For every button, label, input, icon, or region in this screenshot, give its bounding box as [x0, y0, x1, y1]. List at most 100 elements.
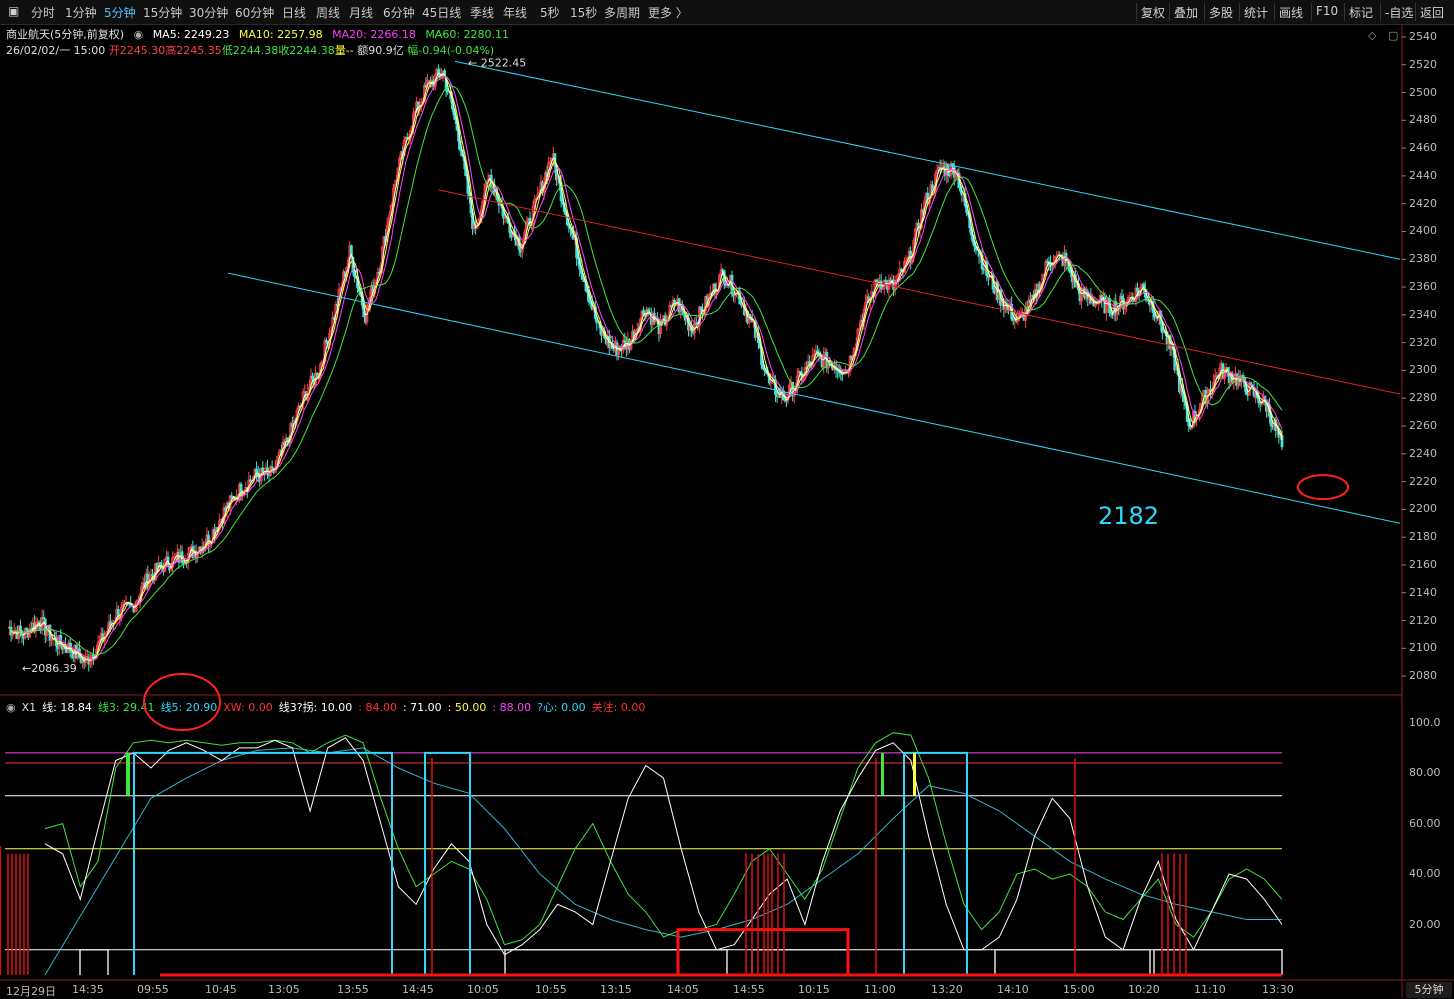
toolbar-separator	[1344, 3, 1345, 21]
candle-body	[261, 467, 265, 473]
layout-icon[interactable]: ▣	[8, 4, 20, 18]
price-tick-19: 2160	[1409, 557, 1437, 571]
toolbar-button-8[interactable]: 返回	[1420, 6, 1445, 20]
ma20-value: MA20: 2266.18	[332, 28, 416, 41]
ma5-line	[7, 72, 1283, 662]
candle-body	[118, 615, 122, 620]
price-tick-2: 2500	[1409, 85, 1437, 99]
candle-body	[1004, 303, 1007, 310]
time-tick-14: 13:20	[931, 983, 963, 996]
toolbar-button-0[interactable]: 复权	[1141, 6, 1166, 20]
period-tab-12[interactable]: 年线	[503, 6, 528, 20]
indicator-value-6: : 71.00	[402, 701, 442, 714]
toolbar-separator	[1239, 3, 1240, 21]
time-tick-1: 14:35	[72, 983, 104, 996]
toolbar-separator	[1204, 3, 1205, 21]
channel-upper-line	[454, 60, 1401, 260]
candle-body	[207, 534, 210, 546]
candle-body	[1227, 371, 1231, 383]
candle-body	[1011, 318, 1015, 322]
indicator-value-9: ?心: 0.00	[537, 701, 586, 714]
price-tick-9: 2360	[1409, 280, 1437, 294]
diamond-icon[interactable]: ◇	[1368, 29, 1377, 42]
period-tab-7[interactable]: 周线	[316, 6, 341, 20]
candle-body	[325, 340, 328, 343]
yellow-signal-bar	[913, 752, 916, 796]
period-tab-16[interactable]: 更多 〉	[648, 6, 688, 20]
indicator-settings-icon[interactable]: ◉	[6, 701, 16, 714]
period-tab-8[interactable]: 月线	[349, 6, 374, 20]
ma60-line	[7, 85, 1283, 656]
highlight-circle	[143, 673, 221, 731]
time-tick-19: 13:30	[1262, 983, 1294, 996]
period-tab-14[interactable]: 15秒	[570, 6, 598, 20]
period-tab-13[interactable]: 5秒	[540, 6, 560, 20]
candle-body	[707, 294, 711, 306]
candle-body	[168, 566, 171, 571]
toolbar-button-2[interactable]: 多股	[1209, 6, 1234, 20]
period-tab-1[interactable]: 1分钟	[65, 6, 97, 20]
price-tick-0: 2540	[1409, 29, 1437, 43]
price-tick-17: 2200	[1409, 502, 1437, 516]
period-tab-2[interactable]: 5分钟	[104, 6, 136, 20]
candle-body	[311, 375, 314, 380]
period-badge[interactable]: 5分钟	[1406, 982, 1452, 998]
channel-middle-line	[437, 189, 1401, 395]
candle-body	[1120, 295, 1124, 300]
candle-body	[699, 306, 703, 311]
toolbar-button-4[interactable]: 画线	[1279, 6, 1304, 20]
price-tick-8: 2380	[1409, 252, 1437, 266]
candle-body	[151, 574, 154, 577]
toolbar-separator	[1169, 3, 1170, 21]
green-signal-bar	[881, 752, 884, 796]
period-tab-0[interactable]: 分时	[31, 6, 56, 20]
period-tab-11[interactable]: 季线	[470, 6, 495, 20]
indicator-value-10: 关注: 0.00	[591, 701, 646, 714]
toolbar-button-7[interactable]: -自选	[1385, 6, 1414, 20]
green-signal-bar	[126, 752, 130, 796]
period-tab-10[interactable]: 45日线	[422, 6, 462, 20]
toolbar-button-5[interactable]: F10	[1316, 4, 1339, 18]
toolbar-button-3[interactable]: 统计	[1244, 6, 1269, 20]
toolbar-button-6[interactable]: 标记	[1349, 6, 1374, 20]
ma-settings-icon[interactable]: ◉	[133, 28, 144, 41]
candle-body	[993, 288, 996, 294]
indicator-value-7: : 50.00	[447, 701, 487, 714]
toolbar-separator	[1415, 3, 1416, 21]
bar-info: 26/02/02/一 15:00 开2245.30高2245.35低2244.3…	[6, 42, 494, 58]
price-tick-15: 2240	[1409, 446, 1437, 460]
candle-body	[163, 558, 167, 572]
time-tick-17: 10:20	[1128, 983, 1160, 996]
indicator-tick-1: 80.00	[1409, 766, 1441, 780]
price-tick-6: 2420	[1409, 196, 1437, 210]
candle-body	[769, 380, 773, 384]
period-tab-15[interactable]: 多周期	[604, 6, 641, 20]
time-tick-4: 13:05	[268, 983, 300, 996]
period-tab-5[interactable]: 60分钟	[235, 6, 275, 20]
time-tick-13: 11:00	[864, 983, 896, 996]
ma20-line	[7, 75, 1283, 661]
period-tab-3[interactable]: 15分钟	[143, 6, 183, 20]
candle-body	[1070, 271, 1074, 283]
candle-body	[182, 561, 185, 565]
bar-open: 开2245.30	[108, 44, 166, 57]
signal-box-cyan-1	[424, 751, 471, 975]
period-tab-6[interactable]: 日线	[282, 6, 307, 20]
window-icon[interactable]: ▢	[1388, 29, 1399, 42]
bar-change: 幅-0.94(-0.04%)	[407, 44, 495, 57]
signal-box-cyan-2	[903, 751, 968, 975]
candle-body	[659, 320, 662, 334]
period-tab-9[interactable]: 6分钟	[383, 6, 415, 20]
signal-box-white-3	[994, 949, 1151, 975]
period-tab-4[interactable]: 30分钟	[189, 6, 229, 20]
candle-body	[1061, 255, 1065, 266]
time-tick-9: 13:15	[600, 983, 632, 996]
indicator-name: X1	[21, 701, 37, 714]
candle-body	[270, 466, 274, 469]
price-tick-11: 2320	[1409, 335, 1437, 349]
indicator-value-1: 线3: 29.41	[97, 701, 155, 714]
signal-box-white-2	[751, 949, 849, 975]
candle-body	[1258, 402, 1262, 405]
toolbar-button-1[interactable]: 叠加	[1174, 6, 1199, 20]
